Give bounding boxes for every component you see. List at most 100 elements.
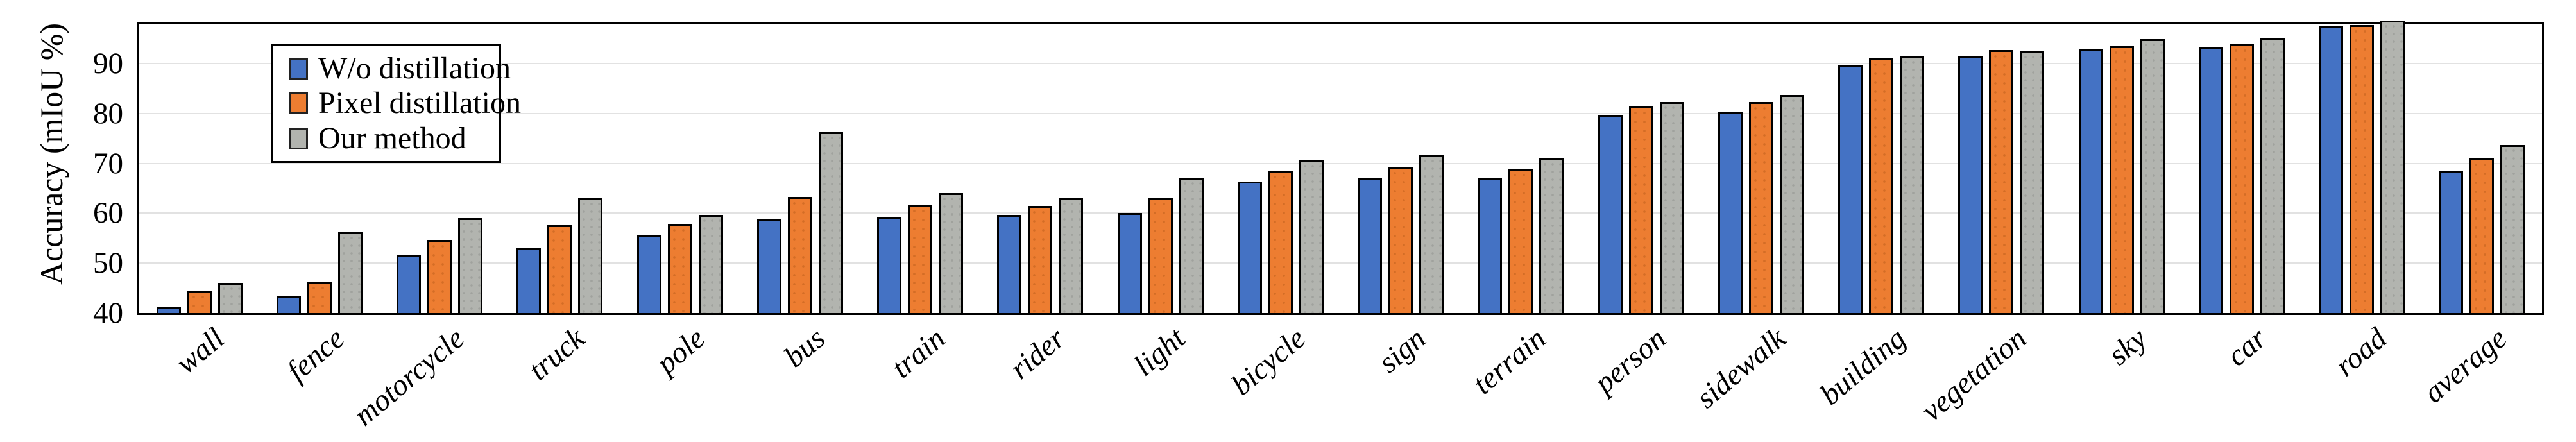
gridline-60: [139, 212, 2542, 214]
x-tick-label-fence: fence: [280, 321, 351, 388]
bar-light-w-o-distillation: [1117, 213, 1142, 313]
bar-bus-pixel-distillation: [787, 196, 812, 313]
bar-person-our-method: [1659, 102, 1684, 313]
bar-wall-w-o-distillation: [156, 307, 181, 313]
x-tick-label-sign: sign: [1372, 321, 1432, 380]
bar-motorcycle-our-method: [458, 218, 483, 313]
legend-item-pixel-distillation: Pixel distillation: [289, 87, 521, 119]
bar-average-w-o-distillation: [2439, 170, 2464, 313]
x-tick-label-motorcycle: motorcycle: [347, 321, 471, 433]
bar-pole-our-method: [698, 214, 723, 313]
y-tick-40: 40: [93, 296, 123, 330]
bar-motorcycle-w-o-distillation: [397, 255, 422, 313]
bar-rider-our-method: [1059, 198, 1084, 313]
bar-rider-pixel-distillation: [1028, 205, 1053, 313]
bar-pole-pixel-distillation: [667, 223, 692, 313]
bar-building-pixel-distillation: [1869, 58, 1894, 313]
bar-person-w-o-distillation: [1598, 115, 1623, 313]
bar-train-our-method: [939, 192, 964, 313]
x-tick-label-average: average: [2417, 321, 2514, 410]
bar-light-our-method: [1179, 178, 1204, 313]
bar-vegetation-our-method: [2020, 51, 2045, 313]
x-tick-label-truck: truck: [522, 321, 592, 387]
bar-rider-w-o-distillation: [997, 214, 1022, 313]
bar-fence-w-o-distillation: [276, 296, 301, 313]
bar-average-pixel-distillation: [2469, 158, 2495, 313]
bar-wall-pixel-distillation: [187, 291, 212, 313]
bar-fence-pixel-distillation: [307, 282, 332, 313]
legend-swatch-pixel-distillation: [289, 92, 308, 115]
x-tick-label-rider: rider: [1003, 321, 1072, 386]
bar-car-pixel-distillation: [2229, 44, 2254, 313]
bar-truck-our-method: [578, 198, 603, 313]
y-tick-50: 50: [93, 246, 123, 280]
x-tick-label-train: train: [885, 321, 951, 385]
bar-bus-w-o-distillation: [756, 219, 781, 313]
y-tick-90: 90: [93, 47, 123, 81]
gridline-70: [139, 162, 2542, 164]
legend-swatch-w-o-distillation: [289, 58, 308, 80]
y-tick-70: 70: [93, 146, 123, 180]
bar-train-w-o-distillation: [877, 217, 902, 313]
bar-road-pixel-distillation: [2350, 25, 2375, 313]
x-tick-label-building: building: [1814, 321, 1913, 412]
bar-train-pixel-distillation: [908, 205, 933, 313]
bar-sidewalk-pixel-distillation: [1748, 102, 1773, 313]
bar-sky-pixel-distillation: [2109, 46, 2134, 313]
gridline-90: [139, 63, 2542, 65]
bar-fence-our-method: [337, 232, 363, 313]
bar-average-our-method: [2500, 144, 2525, 313]
bar-car-our-method: [2260, 38, 2285, 313]
x-tick-label-vegetation: vegetation: [1915, 321, 2033, 428]
bar-motorcycle-pixel-distillation: [427, 239, 452, 313]
bar-bus-our-method: [818, 132, 843, 313]
legend-label-our-method: Our method: [318, 121, 466, 155]
legend: W/o distillation Pixel distillation Our me…: [271, 44, 521, 163]
x-tick-label-car: car: [2221, 321, 2273, 373]
bar-sign-w-o-distillation: [1358, 178, 1383, 313]
gridline-50: [139, 262, 2542, 264]
bar-sign-pixel-distillation: [1388, 167, 1413, 313]
y-tick-80: 80: [93, 96, 123, 130]
x-tick-label-wall: wall: [169, 321, 231, 381]
bar-sidewalk-our-method: [1779, 95, 1804, 313]
bar-building-w-o-distillation: [1838, 64, 1863, 313]
legend-item-our-method: Our method: [289, 121, 499, 155]
bar-truck-pixel-distillation: [547, 225, 572, 313]
x-tick-label-sidewalk: sidewalk: [1690, 321, 1793, 415]
x-tick-label-bus: bus: [778, 321, 832, 375]
bar-truck-w-o-distillation: [516, 248, 542, 313]
legend-swatch-our-method: [289, 127, 308, 149]
x-tick-label-light: light: [1127, 321, 1192, 383]
bar-sky-w-o-distillation: [2078, 49, 2103, 313]
y-tick-60: 60: [93, 196, 123, 230]
gridline-80: [139, 112, 2542, 114]
legend-label-w-o-distillation: W/o distillation: [318, 51, 511, 86]
bar-vegetation-w-o-distillation: [1958, 55, 1983, 313]
bar-sky-our-method: [2140, 39, 2165, 313]
bar-road-w-o-distillation: [2319, 26, 2344, 313]
bar-terrain-pixel-distillation: [1508, 168, 1533, 313]
x-tick-label-sky: sky: [2102, 321, 2153, 372]
bar-building-our-method: [1900, 56, 1925, 313]
bar-bicycle-pixel-distillation: [1268, 170, 1293, 313]
bar-vegetation-pixel-distillation: [1989, 50, 2014, 313]
x-tick-label-terrain: terrain: [1466, 321, 1553, 401]
bar-wall-our-method: [218, 283, 243, 313]
x-tick-label-pole: pole: [649, 321, 712, 381]
bar-road-our-method: [2380, 21, 2405, 313]
bar-sign-our-method: [1419, 155, 1444, 313]
x-tick-label-bicycle: bicycle: [1225, 321, 1312, 402]
bar-bicycle-w-o-distillation: [1237, 181, 1262, 313]
bar-sidewalk-w-o-distillation: [1718, 111, 1743, 313]
legend-label-pixel-distillation: Pixel distillation: [318, 86, 522, 121]
bar-terrain-our-method: [1539, 158, 1564, 313]
bar-person-pixel-distillation: [1628, 106, 1653, 313]
plot-area: [137, 21, 2544, 315]
x-tick-label-person: person: [1587, 321, 1673, 400]
x-tick-label-road: road: [2328, 321, 2393, 384]
bar-pole-w-o-distillation: [636, 234, 661, 313]
legend-item-w-o-distillation: W/o distillation: [289, 53, 511, 85]
bar-bicycle-our-method: [1299, 160, 1324, 313]
bar-light-pixel-distillation: [1148, 197, 1173, 313]
